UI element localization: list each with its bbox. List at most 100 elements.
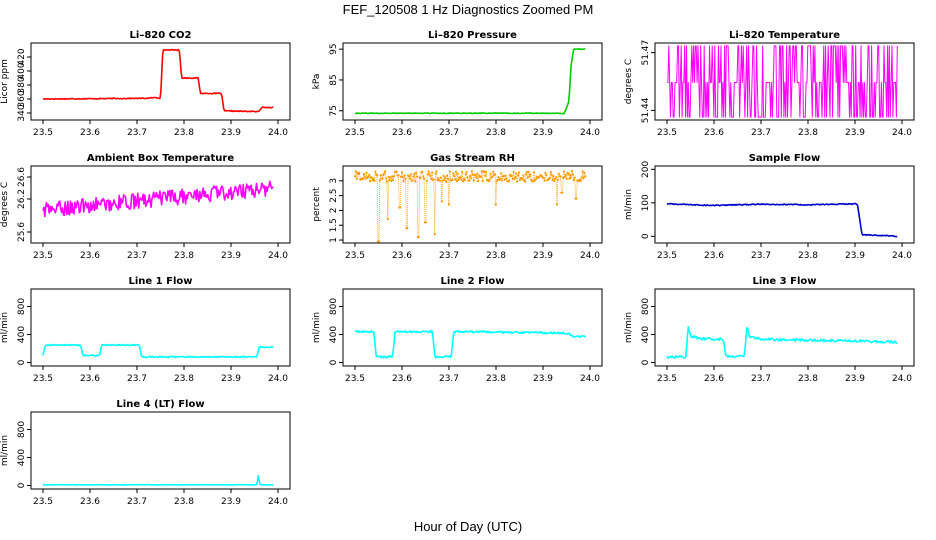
data-point xyxy=(527,170,530,173)
y-tick-label: 400 xyxy=(329,326,339,343)
x-tick-label: 24.0 xyxy=(892,251,912,261)
plot-frame xyxy=(342,42,603,121)
data-point xyxy=(452,172,455,175)
x-tick-label: 23.7 xyxy=(439,251,459,261)
x-tick-label: 23.8 xyxy=(486,374,506,384)
data-point xyxy=(355,177,358,180)
x-tick-label: 23.9 xyxy=(221,497,241,507)
x-tick-label: 23.7 xyxy=(127,251,147,261)
data-point xyxy=(451,178,454,181)
data-point xyxy=(475,176,478,179)
data-point xyxy=(363,175,366,178)
data-point xyxy=(549,171,552,174)
data-series xyxy=(42,474,274,486)
panel-title: Gas Stream RH xyxy=(430,153,515,164)
data-series xyxy=(42,343,274,359)
data-point xyxy=(562,176,565,179)
data-point xyxy=(425,179,428,182)
x-tick-label: 23.7 xyxy=(751,374,771,384)
data-point xyxy=(470,170,473,173)
panel-8: Line 2 Flow 23.5 23.6 23.7 23.8 23.9 24.0 0 400 8… xyxy=(312,276,603,384)
data-point xyxy=(419,177,422,180)
x-tick-label: 23.5 xyxy=(657,251,677,261)
x-tick-label: 23.7 xyxy=(751,251,771,261)
data-point xyxy=(555,176,558,179)
data-point xyxy=(521,178,524,181)
y-tick-label: 75 xyxy=(329,105,339,116)
data-point xyxy=(413,172,416,175)
panel-1: Li–820 CO2 23.5 23.6 23.7 23.8 23.9 24.0 340360… xyxy=(0,30,291,138)
data-point xyxy=(455,179,458,183)
data-point xyxy=(443,179,446,182)
data-point xyxy=(512,170,515,173)
data-point xyxy=(368,173,371,177)
data-point xyxy=(524,173,528,176)
data-point xyxy=(542,176,545,179)
data-point xyxy=(386,218,389,221)
data-point xyxy=(391,175,394,178)
data-point xyxy=(561,191,564,194)
data-point xyxy=(524,180,527,183)
data-point xyxy=(445,180,448,183)
data-point xyxy=(447,203,450,206)
data-point xyxy=(580,176,583,179)
x-tick-label: 23.8 xyxy=(174,251,194,261)
x-tick-label: 23.5 xyxy=(33,497,53,507)
data-point xyxy=(476,172,479,175)
data-point xyxy=(403,174,406,177)
data-point xyxy=(453,174,456,178)
data-point xyxy=(387,175,390,178)
y-tick-label: 0 xyxy=(641,359,651,365)
y-tick-label: 85 xyxy=(329,74,339,85)
y-tick-label: 200 xyxy=(641,160,651,177)
data-point xyxy=(454,170,458,173)
x-tick-label: 23.8 xyxy=(486,251,506,261)
y-tick-label: 0 xyxy=(17,359,27,365)
data-point xyxy=(570,176,573,179)
data-point xyxy=(468,179,471,182)
data-point xyxy=(434,172,437,175)
y-tick-label: 420 xyxy=(17,48,27,65)
data-point xyxy=(373,179,376,182)
plot-frame xyxy=(30,411,291,490)
x-tick-label: 23.8 xyxy=(798,251,818,261)
data-point xyxy=(582,177,585,180)
data-point xyxy=(505,177,508,180)
panel-title: Line 4 (LT) Flow xyxy=(116,399,204,410)
data-point xyxy=(385,180,388,183)
x-tick-label: 23.9 xyxy=(221,251,241,261)
data-series xyxy=(354,329,586,359)
data-point xyxy=(572,178,575,182)
plot-frame xyxy=(342,165,603,244)
data-point xyxy=(570,170,574,173)
data-point xyxy=(494,203,497,206)
data-point xyxy=(454,178,457,181)
data-point xyxy=(401,176,404,179)
data-point xyxy=(436,179,439,182)
y-tick-label: 1 xyxy=(329,237,339,243)
x-tick-label: 23.9 xyxy=(845,251,865,261)
data-point xyxy=(559,175,562,178)
data-point xyxy=(415,175,419,178)
data-series xyxy=(354,48,586,115)
plot-frame xyxy=(30,165,291,244)
panel-title: Line 2 Flow xyxy=(441,276,505,287)
figure-title: FEF_120508 1 Hz Diagnostics Zoomed PM xyxy=(343,2,594,17)
data-point xyxy=(424,221,427,224)
y-tick-label: 51.44 xyxy=(641,97,651,123)
y-tick-label: 800 xyxy=(641,298,651,315)
data-point xyxy=(571,173,575,176)
y-tick-label: 2 xyxy=(329,208,339,214)
x-tick-label: 23.5 xyxy=(657,128,677,138)
data-point xyxy=(496,178,499,182)
data-point xyxy=(471,173,474,176)
data-point xyxy=(374,170,377,173)
y-axis-label: ml/min xyxy=(624,189,634,220)
data-point xyxy=(446,177,450,180)
data-point xyxy=(461,170,464,174)
x-tick-label: 23.9 xyxy=(533,128,553,138)
x-tick-label: 23.9 xyxy=(221,128,241,138)
figure-x-axis-label: Hour of Day (UTC) xyxy=(414,519,522,534)
data-point xyxy=(491,175,494,178)
data-point xyxy=(550,173,553,176)
